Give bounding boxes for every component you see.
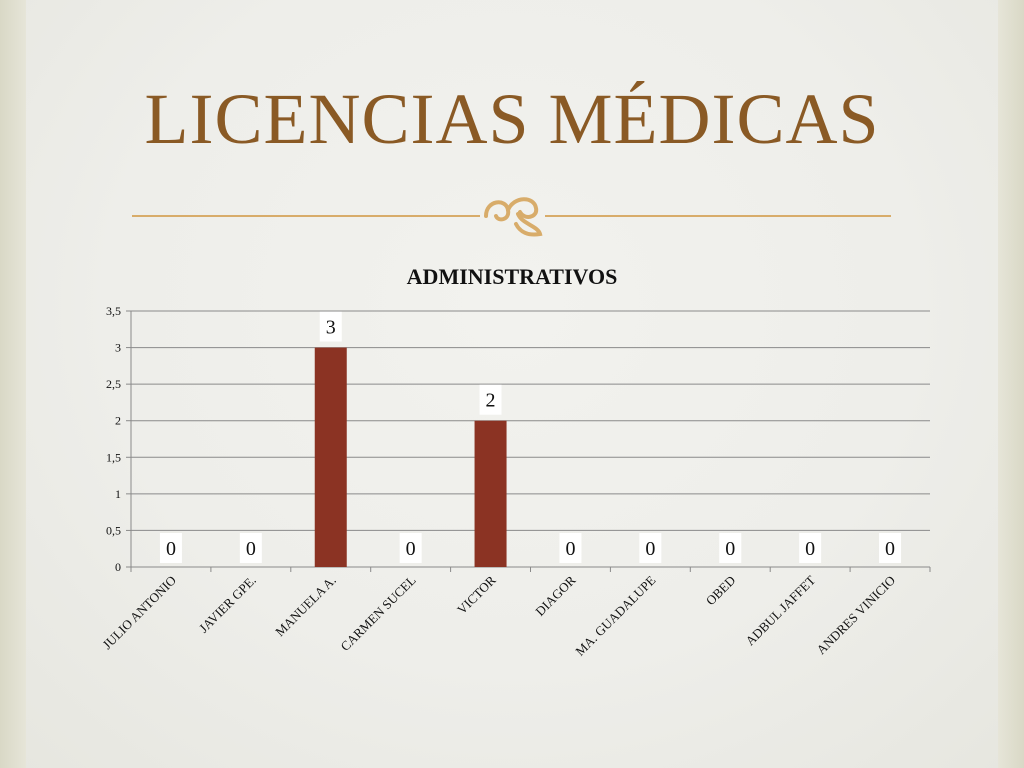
x-tick-label: VICTOR <box>454 572 499 617</box>
y-tick-label: 2,5 <box>106 377 121 391</box>
data-label: 0 <box>246 538 256 560</box>
data-label-box <box>879 533 902 563</box>
y-tick-label: 3 <box>115 341 121 355</box>
slide-title: LICENCIAS MÉDICAS <box>144 79 880 159</box>
data-label: 3 <box>326 317 336 339</box>
x-tick-label: MANUELA A. <box>272 573 339 640</box>
y-tick-label: 0,5 <box>106 523 121 537</box>
data-label: 0 <box>645 538 655 560</box>
x-tick-label: CARMEN SUCEL <box>337 572 418 653</box>
bar <box>474 420 507 567</box>
y-tick-label: 1 <box>115 487 121 501</box>
x-tick-label: ANDRES VINICIO <box>813 573 898 658</box>
data-label: 0 <box>166 538 176 560</box>
data-label-box <box>719 533 742 563</box>
data-label-box <box>239 533 262 563</box>
chart-title: ADMINISTRATIVOS <box>406 264 618 289</box>
x-tick-label: DIAGOR <box>532 572 579 619</box>
data-label: 0 <box>406 538 416 560</box>
data-label-box <box>479 384 502 415</box>
x-tick-label: JULIO ANTONIO <box>99 573 179 653</box>
data-label: 0 <box>725 538 735 560</box>
right-edge-band <box>998 0 1024 768</box>
title-divider-left <box>132 215 480 217</box>
title-divider-right <box>545 215 891 217</box>
data-label-box <box>799 533 822 563</box>
data-label: 0 <box>885 538 895 560</box>
y-tick-label: 0 <box>115 560 121 574</box>
data-label: 0 <box>565 538 575 560</box>
data-label: 0 <box>805 538 815 560</box>
data-label-box <box>319 311 342 342</box>
left-edge-band <box>0 0 26 768</box>
data-label: 2 <box>486 390 496 412</box>
y-tick-label: 1,5 <box>106 450 121 464</box>
x-tick-label: ADBUL JAFFET <box>742 572 818 648</box>
x-tick-label: OBED <box>703 573 739 609</box>
data-label-box <box>559 533 582 563</box>
x-tick-label: MA. GUADALUPE <box>572 572 658 658</box>
data-label-box <box>399 533 422 563</box>
ornamental-flourish-icon <box>484 197 543 237</box>
x-tick-label: JAVIER GPE. <box>196 573 259 636</box>
data-label-box <box>159 533 182 563</box>
bar <box>314 347 347 567</box>
y-tick-label: 3,5 <box>106 304 121 318</box>
y-tick-label: 2 <box>115 414 121 428</box>
data-label-box <box>639 533 662 563</box>
